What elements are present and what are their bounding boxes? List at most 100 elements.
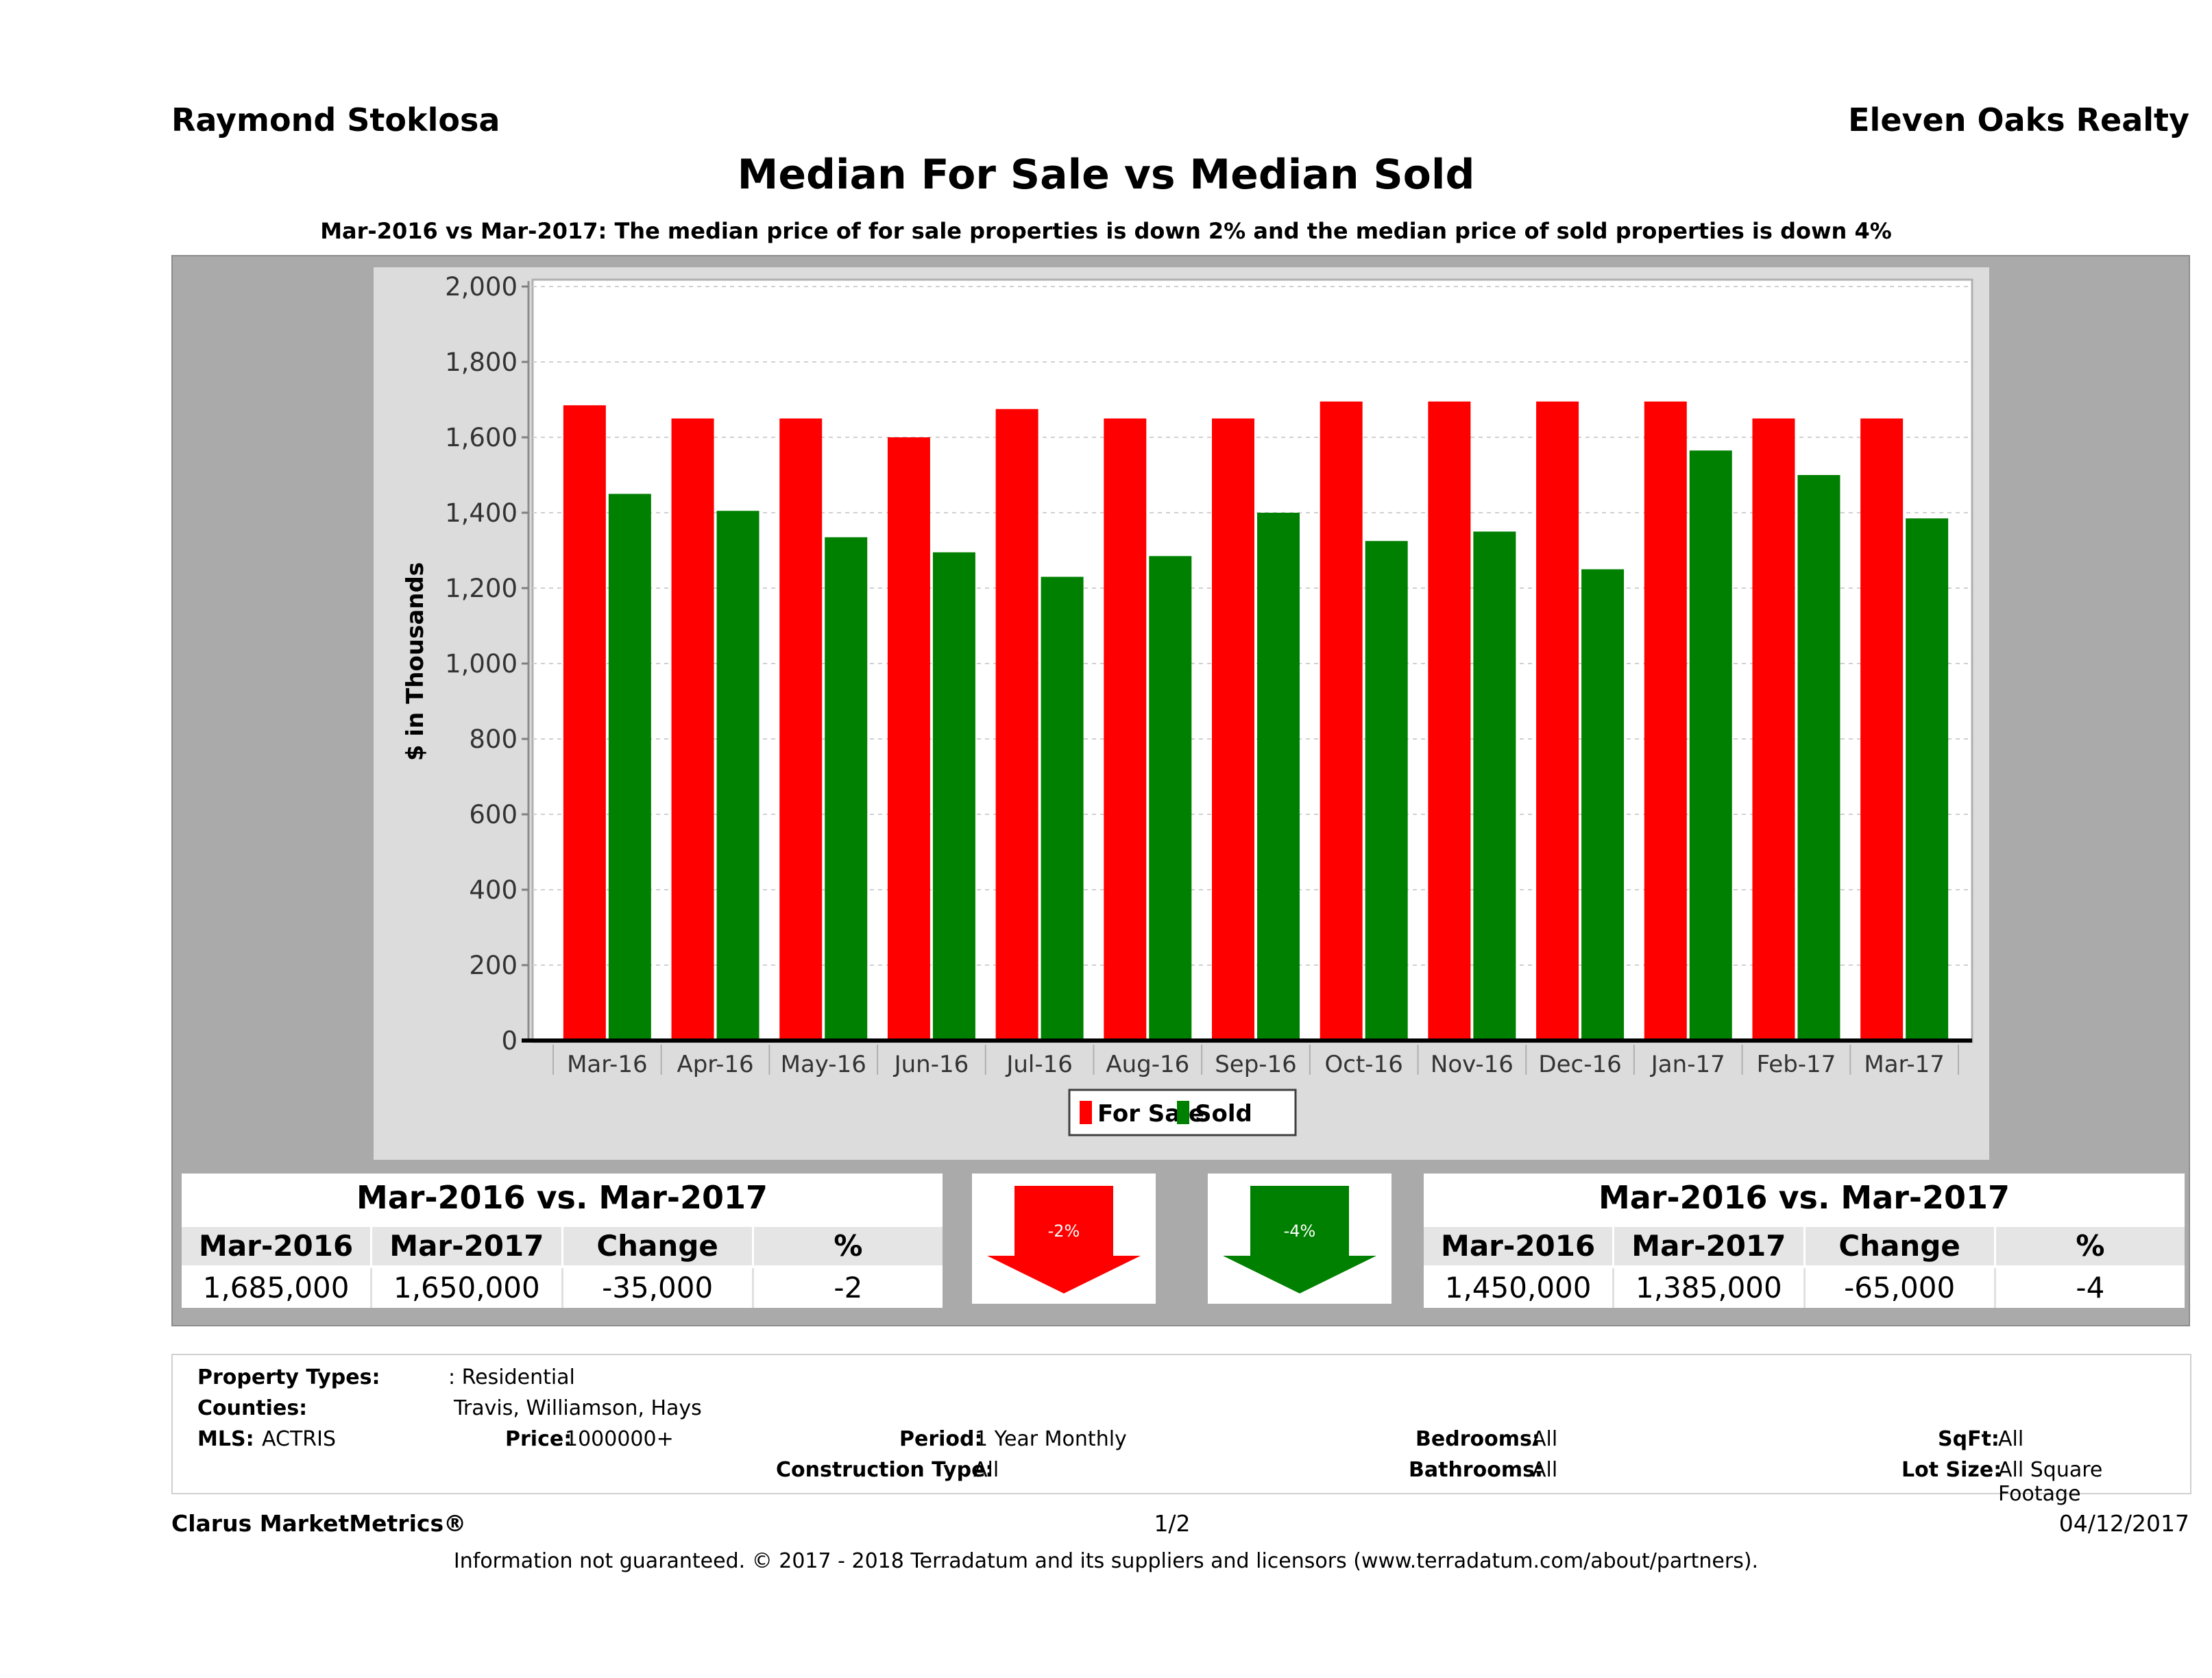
sqft-label: SqFt: — [1938, 1427, 2000, 1451]
y-tick-label: 0 — [501, 1026, 518, 1056]
for-sale-bar-jul-16 — [995, 409, 1038, 1041]
chart-title: Median For Sale vs Median Sold — [737, 151, 1475, 199]
column-header: Change — [563, 1227, 754, 1265]
x-tick-label: Mar-17 — [1864, 1051, 1945, 1078]
column-header: Mar-2017 — [1614, 1227, 1806, 1265]
column-header: Mar-2016 — [182, 1227, 373, 1265]
sold-bar-jan-17 — [1689, 450, 1732, 1041]
sold-bar-feb-17 — [1797, 475, 1840, 1041]
column-header: Mar-2016 — [1424, 1227, 1615, 1265]
sold-bar-jun-16 — [932, 552, 975, 1041]
table-cell: 1,650,000 — [372, 1268, 563, 1308]
bars — [563, 401, 1949, 1041]
for-sale-stats-columns: Mar-2016 Mar-2017 Change % — [182, 1227, 943, 1265]
legend-swatch — [1080, 1101, 1092, 1124]
bedrooms-value: All — [1532, 1427, 1558, 1451]
for-sale-bar-mar-17 — [1860, 418, 1904, 1041]
x-tick-label: Mar-16 — [567, 1051, 648, 1078]
sold-bar-may-16 — [825, 537, 868, 1041]
legend-swatch — [1177, 1101, 1189, 1124]
search-criteria: Property Types: : Residential Counties: … — [171, 1354, 2191, 1506]
counties-label: Counties: — [197, 1396, 308, 1420]
column-header: Change — [1806, 1227, 1996, 1265]
bathrooms-label: Bathrooms: — [1409, 1458, 1543, 1482]
x-tick-label: Feb-17 — [1757, 1051, 1836, 1078]
y-tick-label: 1,400 — [445, 498, 518, 528]
y-tick-label: 600 — [469, 800, 518, 829]
property-types-value: : Residential — [448, 1365, 575, 1389]
sold-stats-values: 1,450,000 1,385,000 -65,000 -4 — [1424, 1268, 2185, 1308]
chart-area: 0 200 400 600 800 1,000 1,200 1,400 1,600 1,800 2,… — [374, 267, 1989, 1160]
construction-type-label: Construction Type: — [776, 1458, 994, 1482]
y-tick-label: 200 — [469, 951, 518, 980]
for-sale-bar-mar-16 — [563, 405, 606, 1041]
brand-name: Clarus MarketMetrics® — [171, 1510, 467, 1537]
for-sale-bar-sep-16 — [1212, 418, 1254, 1041]
mls-label: MLS: — [197, 1427, 254, 1451]
y-tick-label: 800 — [469, 725, 518, 754]
price-label: Price: — [505, 1427, 572, 1451]
for-sale-bar-apr-16 — [671, 418, 714, 1041]
for-sale-change-label: -2% — [1048, 1221, 1080, 1241]
sold-stats-heading: Mar-2016 vs. Mar-2017 — [1598, 1179, 2010, 1216]
table-cell: -2 — [834, 1271, 863, 1304]
report-date: 04/12/2017 — [2058, 1510, 2189, 1537]
y-axis: 0 200 400 600 800 1,000 1,200 1,400 1,600 1,800 2,… — [445, 272, 530, 1056]
x-tick-label: Dec-16 — [1538, 1051, 1621, 1078]
y-tick-label: 2,000 — [445, 272, 518, 302]
x-tick-label: Jun-16 — [893, 1051, 969, 1078]
bar-chart: 0 200 400 600 800 1,000 1,200 1,400 1,600 1,800 2,… — [402, 272, 1973, 1136]
x-tick-label: May-16 — [781, 1051, 866, 1078]
table-cell: 1,385,000 — [1614, 1268, 1806, 1308]
period-value: 1 Year Monthly — [975, 1427, 1127, 1451]
for-sale-bar-jan-17 — [1644, 401, 1687, 1041]
table-cell: -35,000 — [563, 1268, 754, 1308]
for-sale-bar-may-16 — [779, 418, 823, 1041]
for-sale-bar-feb-17 — [1752, 418, 1795, 1041]
for-sale-bar-aug-16 — [1104, 418, 1147, 1041]
x-tick-label: Aug-16 — [1106, 1051, 1189, 1078]
mls-value: ACTRIS — [262, 1427, 337, 1451]
property-types-label: Property Types: — [197, 1365, 380, 1389]
sold-bar-apr-16 — [716, 511, 759, 1041]
sold-change-indicator: -4% — [1208, 1174, 1391, 1304]
lot-size-label: Lot Size: — [1901, 1458, 2002, 1482]
table-cell: 1,450,000 — [1424, 1268, 1615, 1308]
y-tick-label: 1,600 — [445, 423, 518, 452]
x-tick-label: Apr-16 — [677, 1051, 753, 1078]
y-axis-label: $ in Thousands — [402, 562, 429, 761]
for-sale-stats-table: Mar-2016 vs. Mar-2017 Mar-2016 Mar-2017 … — [182, 1174, 943, 1308]
table-cell: -4 — [2076, 1271, 2105, 1304]
price-value: 1000000+ — [565, 1427, 674, 1451]
x-tick-label: Sep-16 — [1215, 1051, 1297, 1078]
chart-subtitle: Mar-2016 vs Mar-2017: The median price o… — [320, 218, 1892, 244]
column-header: % — [2076, 1229, 2105, 1263]
sold-bar-mar-16 — [608, 494, 651, 1041]
x-tick-label: Nov-16 — [1431, 1051, 1514, 1078]
x-tick-label: Jan-17 — [1650, 1051, 1725, 1078]
table-cell: -65,000 — [1806, 1268, 1996, 1308]
sqft-value: All — [1998, 1427, 2024, 1451]
x-tick-label: Oct-16 — [1325, 1051, 1403, 1078]
column-header: Mar-2017 — [372, 1227, 563, 1265]
counties-value: Travis, Williamson, Hays — [454, 1396, 702, 1420]
for-sale-bar-oct-16 — [1320, 401, 1363, 1041]
for-sale-stats-heading: Mar-2016 vs. Mar-2017 — [356, 1179, 768, 1216]
y-tick-label: 1,800 — [445, 348, 518, 377]
sold-bar-nov-16 — [1473, 531, 1516, 1041]
for-sale-stats-values: 1,685,000 1,650,000 -35,000 -2 — [182, 1268, 943, 1308]
disclaimer: Information not guaranteed. © 2017 - 201… — [453, 1549, 1759, 1573]
sold-bar-aug-16 — [1149, 556, 1192, 1041]
sold-bar-dec-16 — [1581, 569, 1625, 1041]
x-axis: Mar-16 Apr-16 May-16 Jun-16 Jul-16 Aug-16 Sep-… — [522, 1038, 1972, 1078]
for-sale-change-indicator: -2% — [972, 1174, 1156, 1304]
for-sale-bar-dec-16 — [1536, 401, 1579, 1041]
for-sale-bar-nov-16 — [1428, 401, 1471, 1041]
sold-stats-table: Mar-2016 vs. Mar-2017 Mar-2016 Mar-2017 … — [1424, 1174, 2185, 1308]
sold-stats-columns: Mar-2016 Mar-2017 Change % — [1424, 1227, 2185, 1265]
page-number: 1/2 — [1154, 1510, 1191, 1537]
sold-bar-jul-16 — [1041, 576, 1084, 1041]
bathrooms-value: All — [1532, 1458, 1558, 1482]
period-label: Period: — [899, 1427, 983, 1451]
